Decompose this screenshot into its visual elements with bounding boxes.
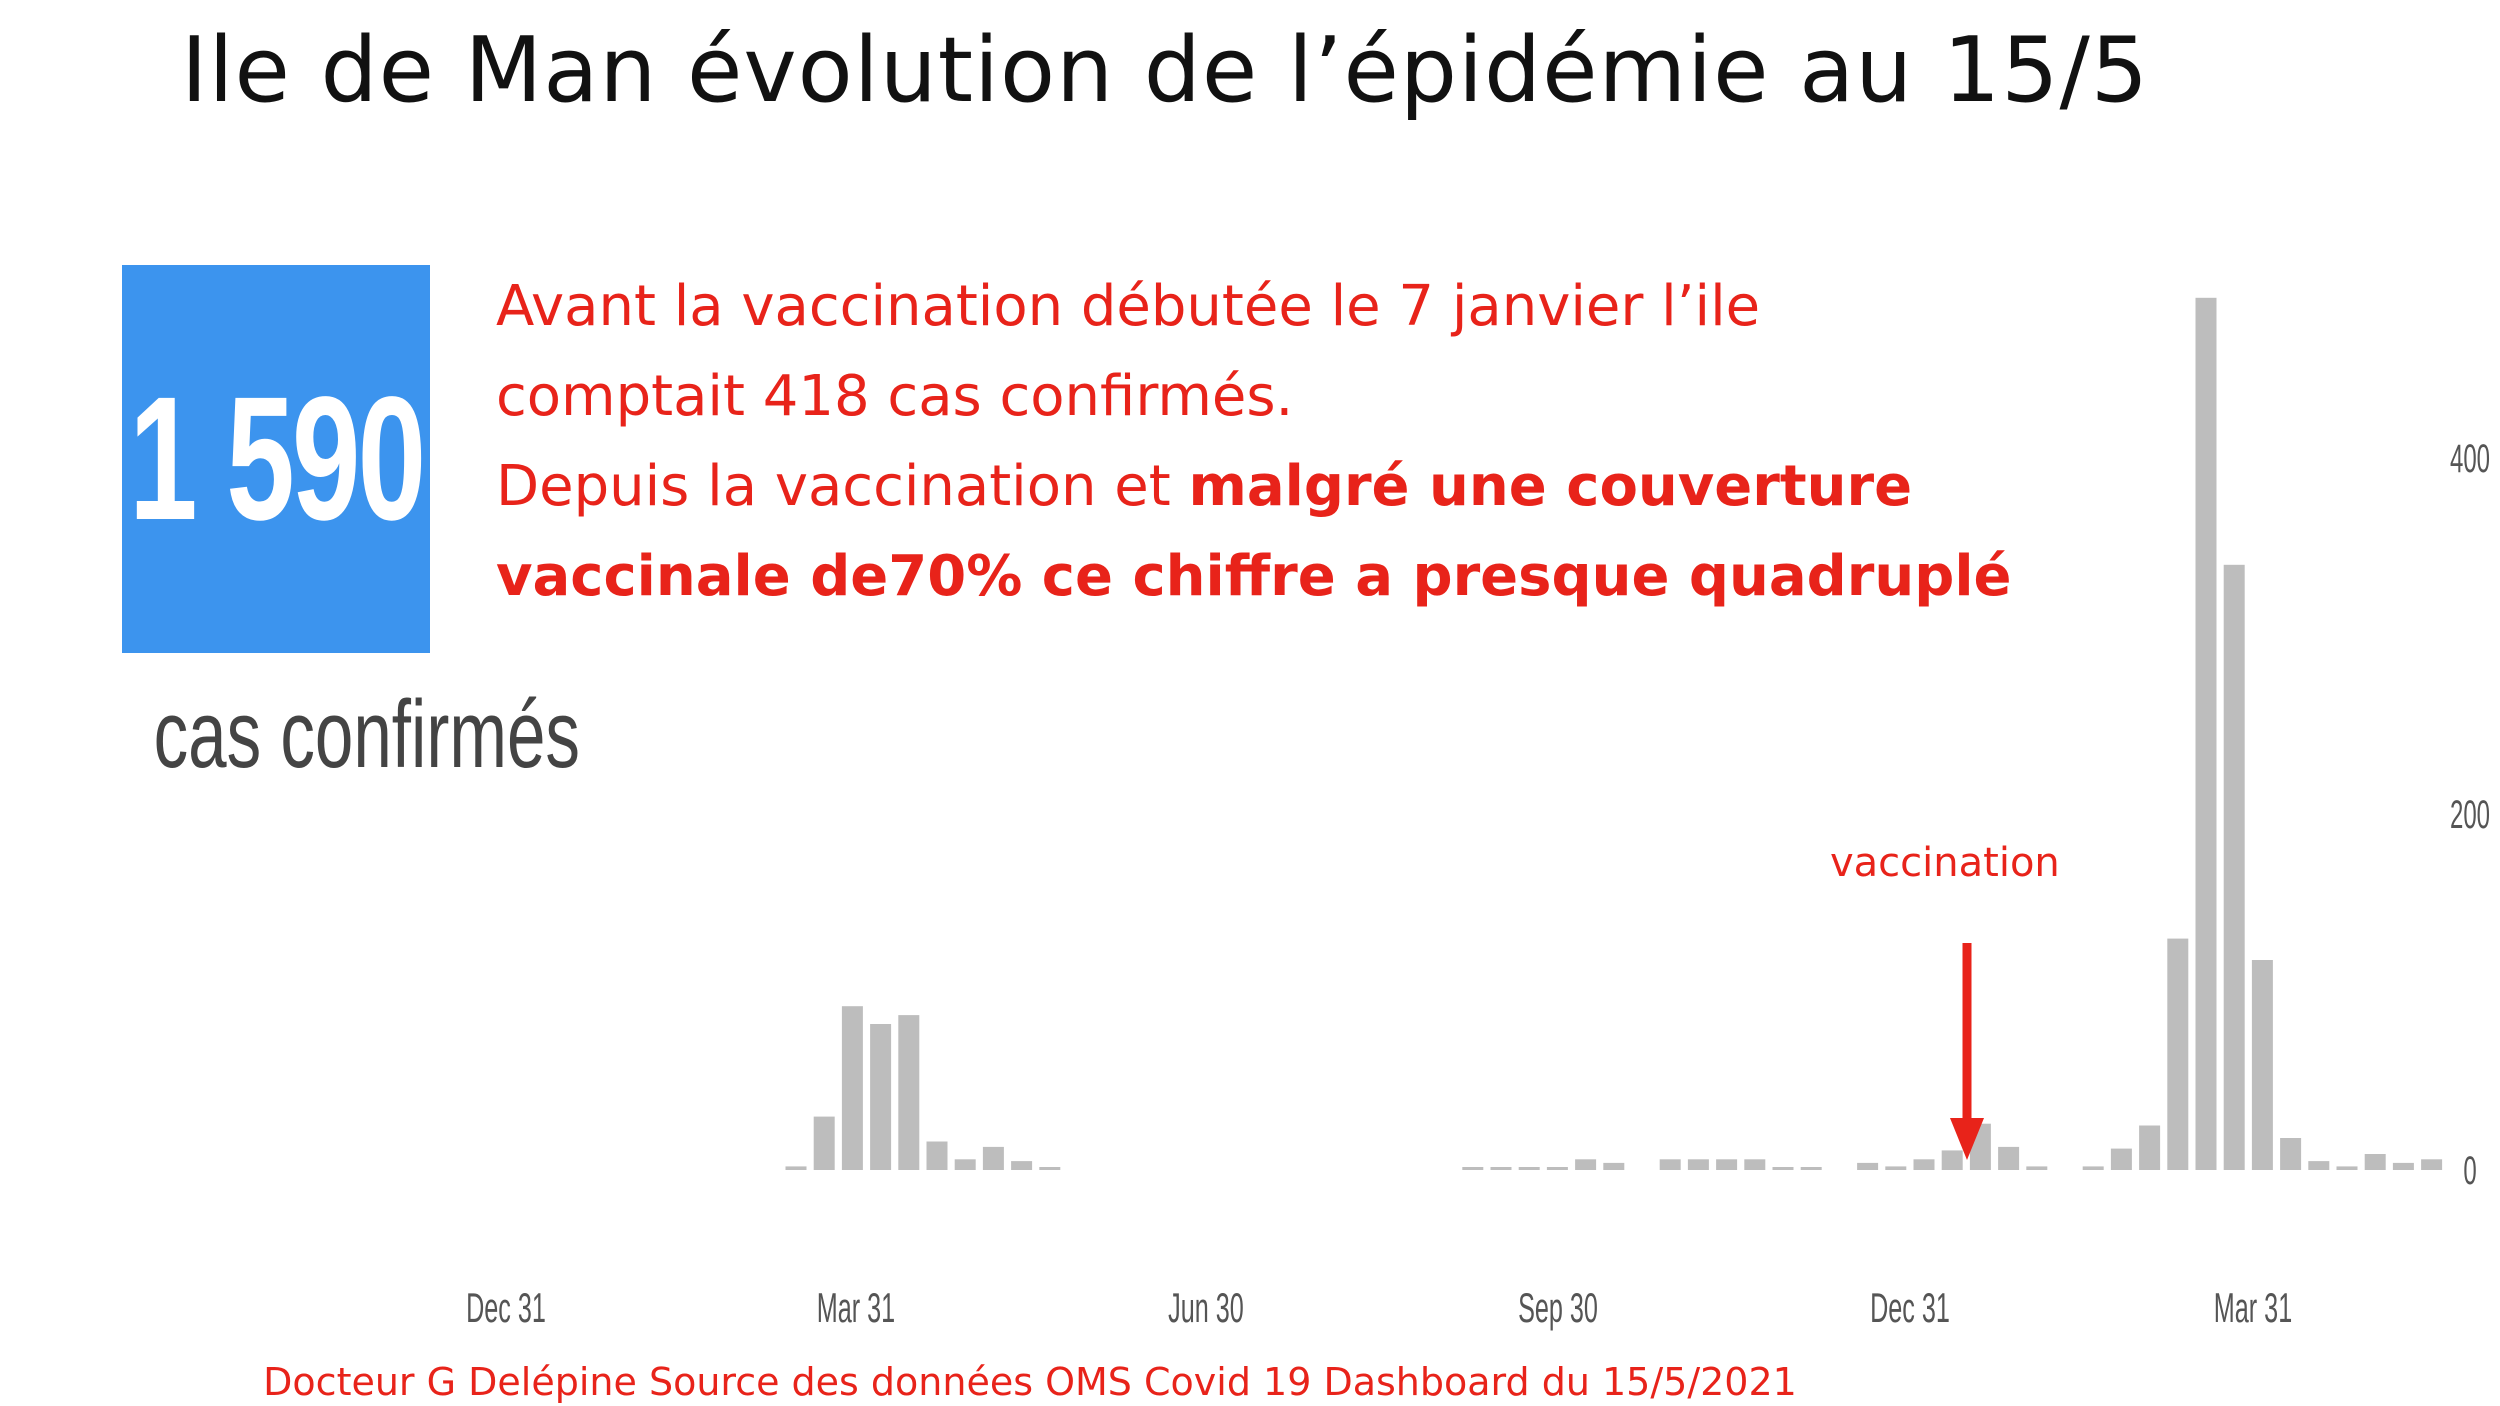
chart-bar bbox=[1546, 1167, 1568, 1170]
chart-bar bbox=[2364, 1154, 2386, 1170]
y-axis-ticks: 0 200 400 bbox=[2450, 436, 2490, 1193]
y-tick-label: 200 bbox=[2450, 792, 2490, 837]
chart-bar bbox=[2280, 1138, 2302, 1170]
chart-bar bbox=[2110, 1148, 2132, 1170]
chart-bar bbox=[954, 1159, 976, 1170]
chart-bar bbox=[1913, 1159, 1935, 1170]
chart-bar bbox=[1716, 1159, 1738, 1170]
vaccination-arrow bbox=[1950, 943, 1984, 1160]
chart-bar bbox=[1011, 1161, 1033, 1170]
chart-bar bbox=[926, 1141, 948, 1170]
chart-bar bbox=[841, 1006, 863, 1170]
x-tick-label: Jun 30 bbox=[1168, 1286, 1244, 1332]
x-axis-ticks: Dec 31 Mar 31 Jun 30 Sep 30 Dec 31 Mar 31 bbox=[466, 1286, 2292, 1332]
chart-bar bbox=[1490, 1167, 1512, 1170]
vaccination-arrow-head bbox=[1950, 1118, 1984, 1160]
annotation-text: Avant la vaccination débutée le 7 janvie… bbox=[496, 262, 2056, 622]
annotation-line-3: Depuis la vaccination et malgré une couv… bbox=[496, 442, 2056, 532]
chart-bar bbox=[2026, 1166, 2048, 1170]
slide-title: Ile de Man évolution de l’épidémie au 15… bbox=[180, 18, 2150, 123]
chart-bar bbox=[1772, 1167, 1794, 1170]
chart-bar bbox=[870, 1024, 892, 1170]
chart-bar bbox=[1941, 1150, 1963, 1170]
chart-bar bbox=[1857, 1162, 1879, 1170]
chart-bar bbox=[1575, 1159, 1597, 1170]
chart-bar bbox=[898, 1015, 920, 1170]
chart-bar bbox=[1687, 1159, 1709, 1170]
annotation-line-3-bold: malgré une couverture bbox=[1188, 454, 1913, 519]
annotation-line-4: vaccinale de70% ce chiffre a presque qua… bbox=[496, 532, 2056, 622]
y-tick-label: 0 bbox=[2463, 1148, 2476, 1193]
chart-bar bbox=[2421, 1159, 2443, 1170]
x-tick-label: Dec 31 bbox=[466, 1286, 546, 1332]
chart-bar bbox=[2195, 297, 2217, 1170]
x-tick-label: Mar 31 bbox=[2214, 1286, 2292, 1332]
annotation-line-1: Avant la vaccination débutée le 7 janvie… bbox=[496, 274, 1761, 339]
chart-bar bbox=[1998, 1146, 2020, 1170]
chart-bar bbox=[785, 1166, 807, 1170]
chart-bar bbox=[1800, 1167, 1822, 1170]
chart-bar bbox=[1744, 1159, 1766, 1170]
chart-bar bbox=[1462, 1167, 1484, 1170]
x-tick-label: Mar 31 bbox=[817, 1286, 895, 1332]
total-cases-box: 1 590 bbox=[122, 265, 430, 653]
x-tick-label: Sep 30 bbox=[1518, 1286, 1598, 1332]
chart-bar bbox=[2336, 1166, 2358, 1170]
chart-bar bbox=[1518, 1167, 1540, 1170]
chart-bar bbox=[2082, 1166, 2104, 1170]
chart-bar bbox=[2392, 1162, 2414, 1170]
chart-bar bbox=[2308, 1161, 2330, 1170]
chart-bar bbox=[1603, 1162, 1625, 1170]
chart-bar bbox=[1885, 1166, 1907, 1170]
vaccination-label: vaccination bbox=[1830, 840, 2060, 886]
chart-bar bbox=[1659, 1159, 1681, 1170]
chart-bar bbox=[2223, 564, 2245, 1170]
annotation-line-2: comptait 418 cas confirmés. bbox=[496, 364, 1294, 429]
y-tick-label: 400 bbox=[2450, 436, 2490, 481]
annotation-line-4-bold: vaccinale de70% ce chiffre a presque qua… bbox=[496, 544, 2012, 609]
total-cases-number: 1 590 bbox=[128, 361, 426, 557]
chart-bar bbox=[2251, 960, 2273, 1170]
chart-bar bbox=[982, 1146, 1004, 1170]
x-tick-label: Dec 31 bbox=[1870, 1286, 1950, 1332]
chart-bar bbox=[1039, 1167, 1061, 1170]
footer-source: Docteur G Delépine Source des données OM… bbox=[263, 1360, 1797, 1404]
chart-bar bbox=[2139, 1125, 2161, 1170]
annotation-line-3-normal: Depuis la vaccination et bbox=[496, 454, 1189, 519]
chart-bar bbox=[813, 1116, 835, 1170]
chart-bars bbox=[785, 297, 2443, 1170]
chart-bar bbox=[2167, 938, 2189, 1170]
